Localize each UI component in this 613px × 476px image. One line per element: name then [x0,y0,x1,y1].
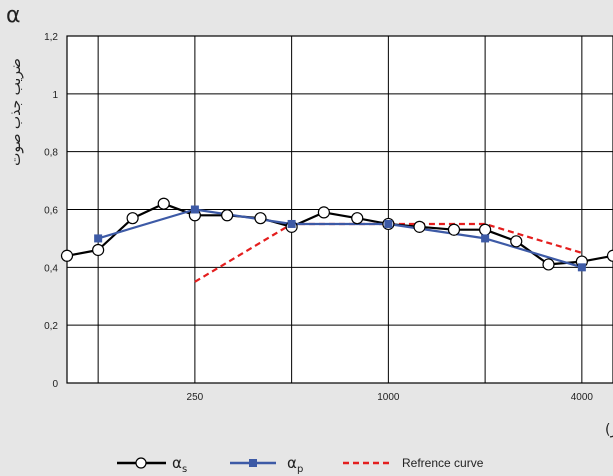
legend-item-reference-curve: Refrence curve [343,456,484,470]
y-axis-symbol: α [6,3,21,28]
series-0-point-14 [510,235,523,248]
x-tick-label-0: 250 [187,392,204,403]
series-0-point-17 [606,249,613,262]
y-tick-label-6: 1,2 [44,32,58,43]
series-2-line [194,222,583,283]
legend-sub-alpha-s: s [182,464,187,475]
series-0-point-12 [447,223,461,236]
x-tick-label-2: 4000 [571,392,594,403]
series-0-point-3 [157,197,170,210]
x-tick-labels: 250 1000 4000 [187,392,594,403]
y-tick-label-0: 0 [52,379,58,390]
y-tick-label-3: 0,6 [44,206,58,217]
x-axis-label: فرکانس (هرتز) [605,422,613,438]
series-1-point-2 [287,219,296,228]
legend-swatch-alpha-s-marker [135,457,147,469]
series-1-point-3 [384,219,393,228]
plot-frame [66,35,613,384]
legend-label-alpha-p: α [287,454,297,472]
series-0-point-15 [542,258,555,271]
series-0-point-9 [351,212,364,225]
series-0-point-2 [126,212,139,225]
series-1-point-0 [94,234,103,243]
legend-label-alpha-s: α [172,454,182,472]
series-0-point-0 [60,249,74,262]
legend-label-reference-curve: Refrence curve [402,456,484,470]
series-0-point-11 [413,220,426,233]
series-0-point-8 [317,206,330,219]
series-1-point-4 [481,234,490,243]
y-axis-label: ضریب جذب صوت [8,58,24,166]
legend: α s α p Refrence curve [117,454,484,475]
y-tick-label-2: 0,4 [44,263,58,274]
y-tick-label-1: 0,2 [44,321,58,332]
legend-item-alpha-p: α p [230,454,303,475]
y-tick-label-4: 0,8 [44,148,58,159]
y-tick-label-5: 1 [52,90,58,101]
legend-item-alpha-s: α s [117,454,187,475]
x-tick-label-1: 1000 [377,392,400,403]
series-0-point-1 [92,243,105,257]
series-0-point-5 [221,209,234,222]
series-layer [60,197,613,283]
series-1-line [97,208,583,269]
y-tick-labels: 0 0,2 0,4 0,6 0,8 1 1,2 [44,32,58,390]
grid [66,35,613,384]
legend-swatch-alpha-p-marker [249,459,257,467]
series-1-point-1 [190,205,199,214]
series-1-point-5 [577,263,586,272]
legend-sub-alpha-p: p [297,464,303,475]
series-0-point-6 [254,212,267,225]
series-0-point-13 [479,223,492,236]
